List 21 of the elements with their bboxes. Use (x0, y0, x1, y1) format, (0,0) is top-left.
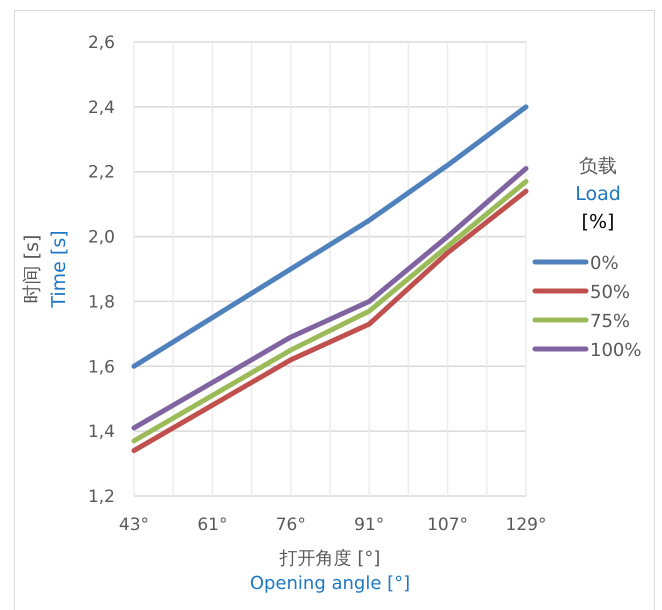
y-tick-label: 1,6 (88, 357, 115, 378)
legend-label: 75% (590, 311, 630, 332)
legend-title: 负载 Load [%] (575, 155, 621, 233)
y-axis-title: 时间 [s] Time [s] (21, 230, 70, 309)
x-tick-label: 107° (427, 515, 468, 535)
y-tick-label: 2,0 (88, 228, 115, 248)
x-axis-title: 打开角度 [°] Opening angle [°] (250, 548, 410, 594)
y-tick-label: 2,2 (88, 162, 115, 183)
legend-label: 0% (590, 253, 619, 274)
x-tick-label: 76° (276, 515, 306, 535)
y-tick-label: 1,8 (88, 292, 115, 312)
y-tick-label: 1,4 (88, 422, 115, 442)
x-tick-label: 43° (118, 515, 150, 535)
y-tick-label: 2,4 (88, 98, 115, 118)
x-tick-label: 91° (354, 515, 384, 535)
legend-label: 50% (590, 282, 630, 303)
y-tick-label: 2,6 (88, 33, 115, 53)
legend-label: 100% (590, 340, 642, 361)
y-tick-label: 1,2 (88, 487, 115, 507)
x-tick-label: 61° (197, 515, 228, 535)
x-tick-label: 129° (506, 515, 546, 535)
